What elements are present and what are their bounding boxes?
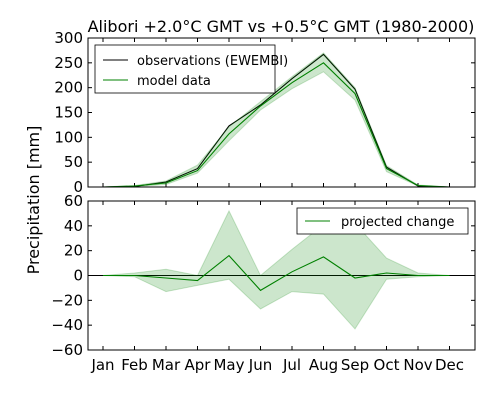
x-tick-label-sep: Sep — [341, 356, 369, 374]
upper-panel-monthly-precipitation: 0 50 100 150 200 250 300 observations (EWEMBI) m… — [54, 29, 476, 196]
x-tick-label-may: May — [213, 356, 244, 374]
y-tick-label: 100 — [54, 128, 83, 146]
x-tick-label-oct: Oct — [374, 356, 400, 374]
y-tick-label: −20 — [51, 291, 83, 309]
x-axis-labels: Jan Feb Mar Apr May Jun Jul Aug Sep Oct Nov Dec — [90, 356, 464, 374]
y-tick-label: 200 — [54, 79, 83, 97]
y-tick-label: 0 — [73, 178, 83, 196]
y-tick-label: 40 — [64, 217, 83, 235]
y-tick-label: 0 — [73, 267, 83, 285]
legend-label: observations (EWEMBI) — [137, 54, 288, 69]
lower-panel-projected-change: −60 −40 −20 0 20 40 60 projected change — [51, 192, 476, 359]
x-tick-label-nov: Nov — [403, 356, 432, 374]
x-tick-label-feb: Feb — [121, 356, 148, 374]
x-tick-label-jan: Jan — [90, 356, 114, 374]
y-tick-label: 60 — [64, 192, 83, 210]
legend-label: projected change — [341, 215, 454, 230]
series-observations-ewembi-line — [102, 53, 450, 188]
series-model-data-line — [102, 62, 450, 188]
y-tick-label: 250 — [54, 54, 83, 72]
y-tick-label: −60 — [51, 341, 83, 359]
y-tick-label: 50 — [64, 153, 83, 171]
y-tick-label: 20 — [64, 242, 83, 260]
legend: observations (EWEMBI) model data — [94, 44, 288, 94]
legend-box — [94, 44, 276, 94]
legend: projected change — [296, 207, 469, 235]
x-tick-label-jun: Jun — [248, 356, 272, 374]
plot-frame — [87, 200, 476, 351]
y-tick-label: −40 — [51, 316, 83, 334]
y-tick-label: 300 — [54, 29, 83, 47]
chart-title: Alibori +2.0°C GMT vs +0.5°C GMT (1980-2… — [88, 17, 475, 36]
x-tick-label-mar: Mar — [152, 356, 181, 374]
y-tick-label: 150 — [54, 104, 83, 122]
series-projected-change-line — [103, 254, 450, 292]
x-tick-label-aug: Aug — [309, 356, 338, 374]
x-tick-label-jul: Jul — [282, 356, 301, 374]
x-tick-label-apr: Apr — [185, 356, 212, 374]
x-tick-label-dec: Dec — [435, 356, 464, 374]
plot-frame — [87, 37, 476, 188]
legend-label: model data — [137, 74, 211, 89]
y-axis-label: Precipitation [mm] — [24, 126, 43, 275]
